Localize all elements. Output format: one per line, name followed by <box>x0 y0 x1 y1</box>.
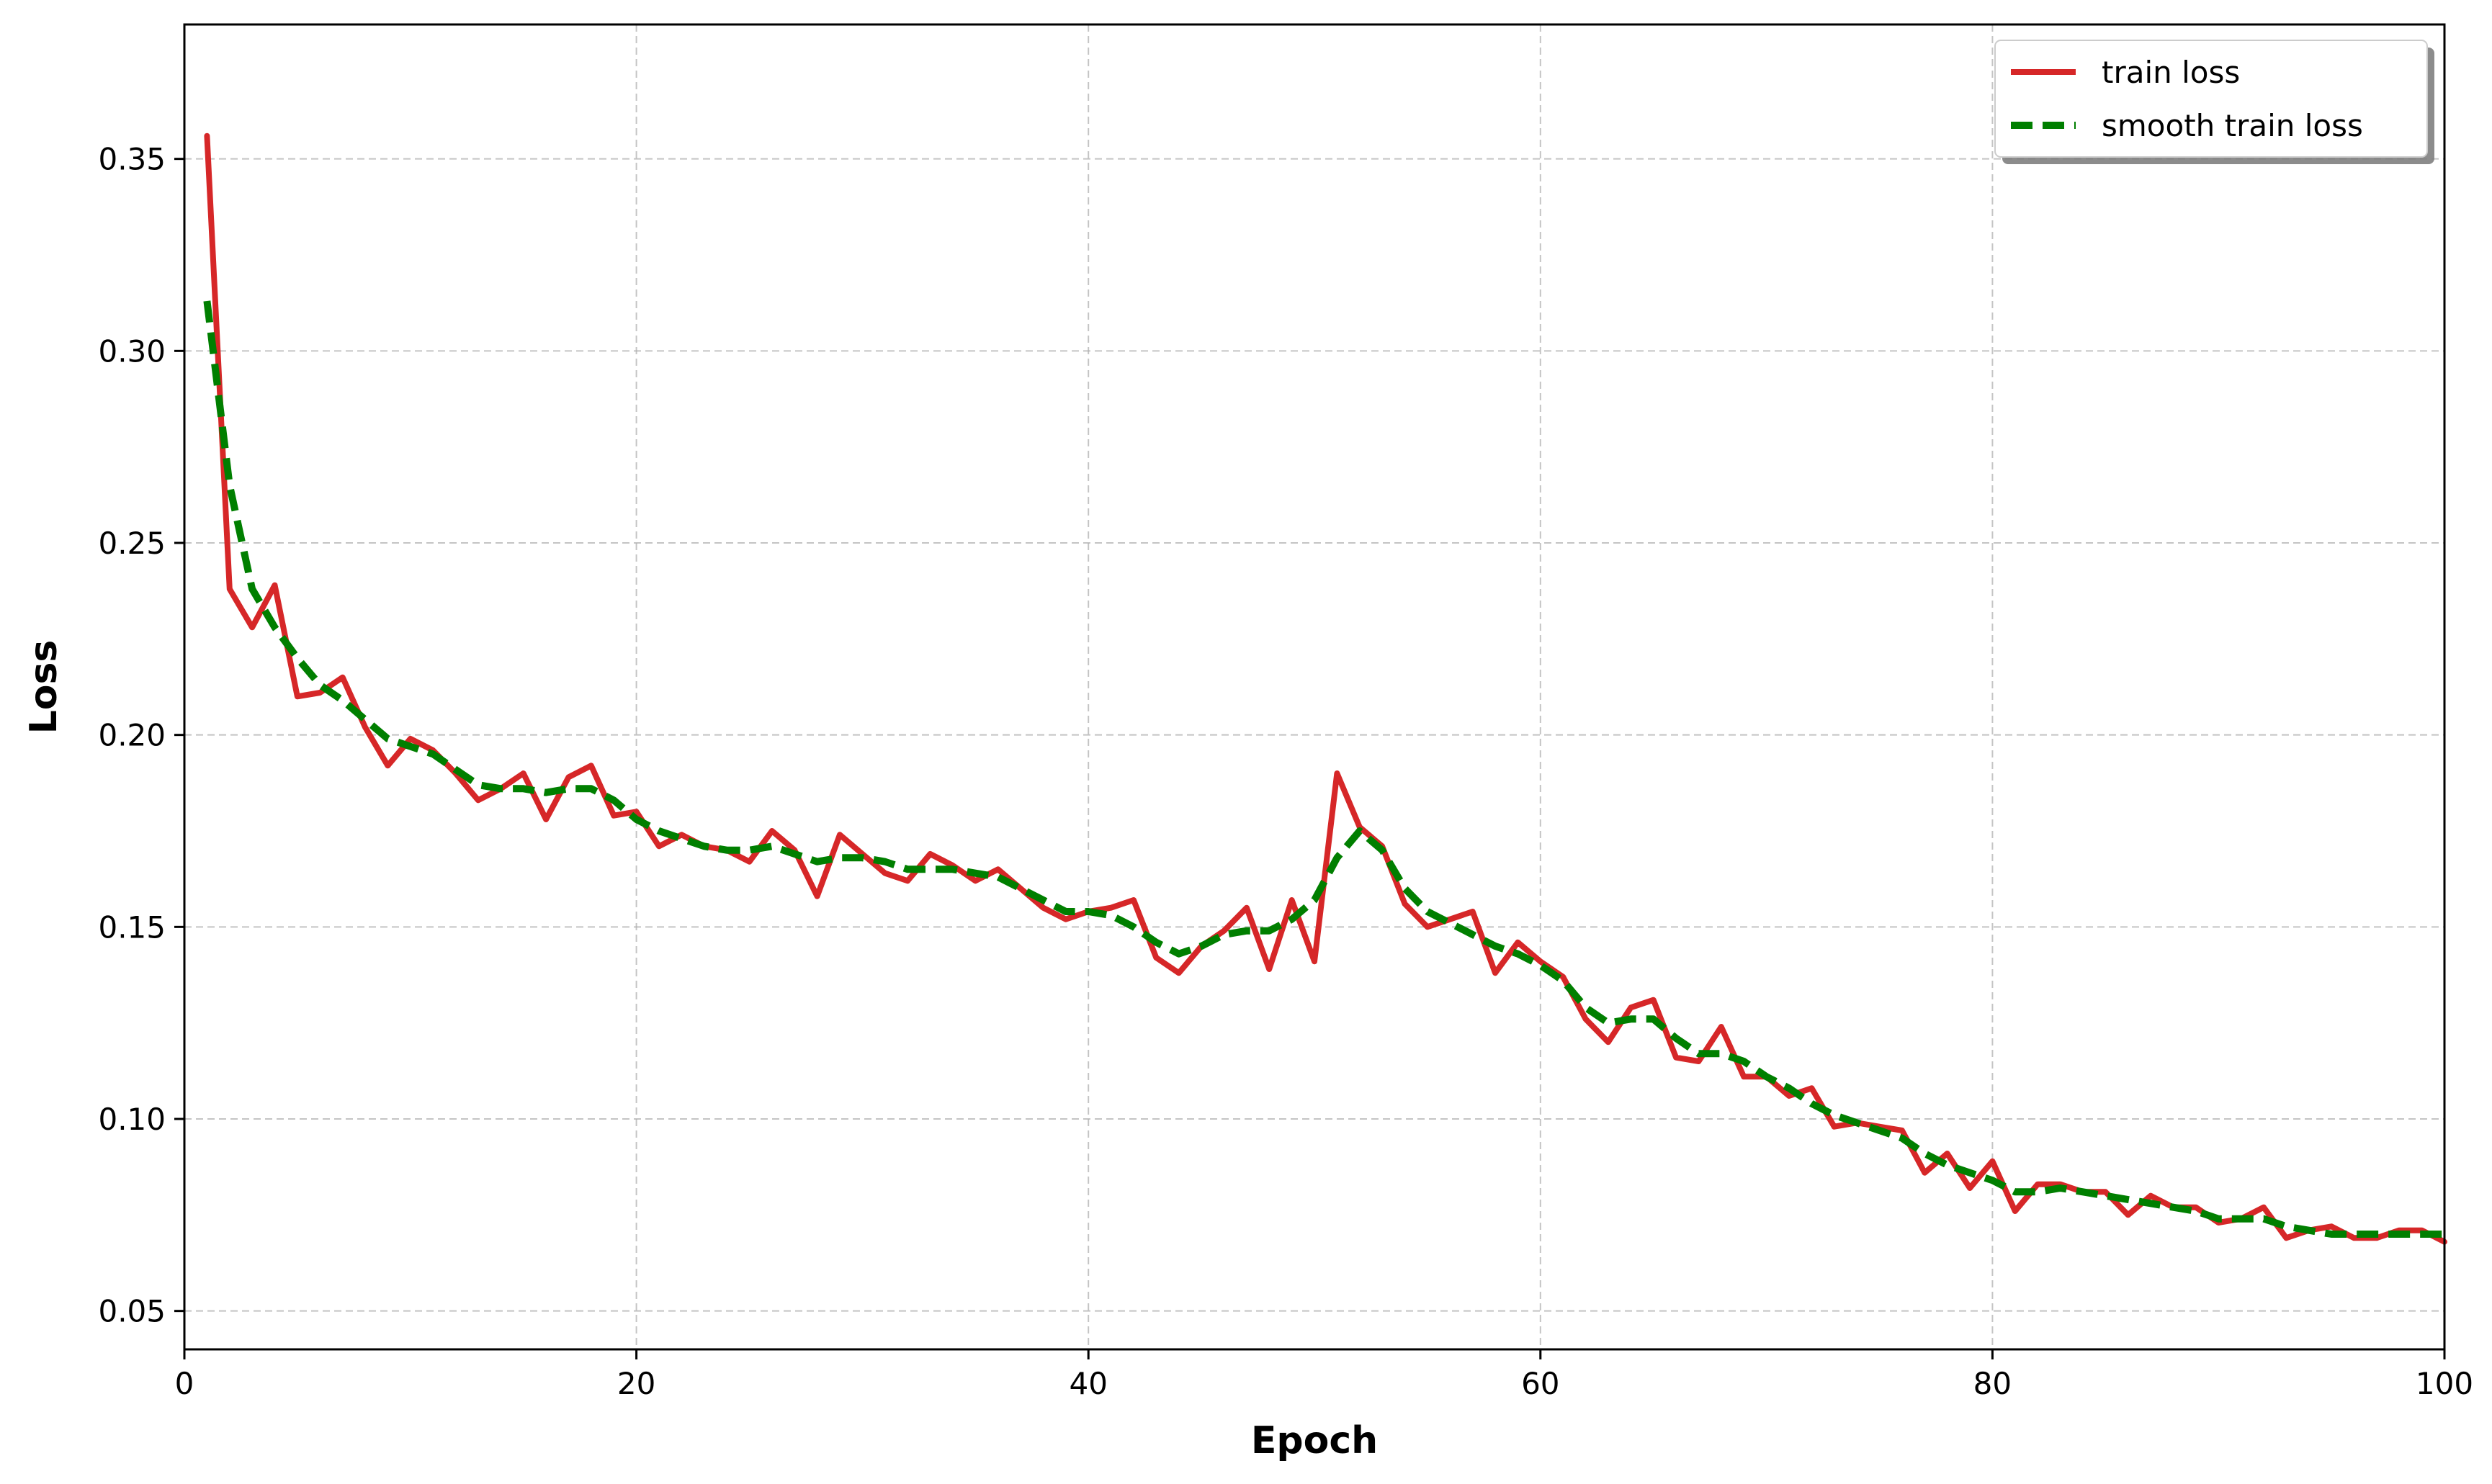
smooth-train-loss-line <box>203 300 2444 1238</box>
legend: train loss smooth train loss <box>1994 40 2434 164</box>
y-tick-label: 0.35 <box>98 142 166 177</box>
x-tick-label: 0 <box>175 1366 194 1401</box>
legend-label: smooth train loss <box>2102 108 2363 143</box>
y-tick-label: 0.05 <box>98 1294 166 1329</box>
x-tick-label: 40 <box>1069 1366 1107 1401</box>
x-tick-label: 20 <box>617 1366 655 1401</box>
y-tick-label: 0.10 <box>98 1102 166 1137</box>
plot-frame <box>183 23 2446 1351</box>
x-axis-title: Epoch <box>1251 1419 1378 1462</box>
legend-label: train loss <box>2102 55 2240 90</box>
legend-box <box>1994 40 2428 158</box>
grid <box>184 24 2444 1349</box>
axis-ticks: 0.05 0.10 0.15 0.20 0.25 0.30 0.35 0 20 40 60 80 100 <box>98 142 2473 1401</box>
y-tick-label: 0.15 <box>98 909 166 945</box>
y-tick-label: 0.30 <box>98 333 166 369</box>
series-group <box>203 132 2447 1245</box>
x-tick-label: 60 <box>1521 1366 1559 1401</box>
x-tick-label: 80 <box>1973 1366 2012 1401</box>
y-axis-title: Loss <box>22 640 66 734</box>
x-tick-label: 100 <box>2416 1366 2473 1401</box>
y-tick-label: 0.20 <box>98 718 166 753</box>
y-tick-label: 0.25 <box>98 526 166 561</box>
train-loss-line <box>204 132 2447 1245</box>
